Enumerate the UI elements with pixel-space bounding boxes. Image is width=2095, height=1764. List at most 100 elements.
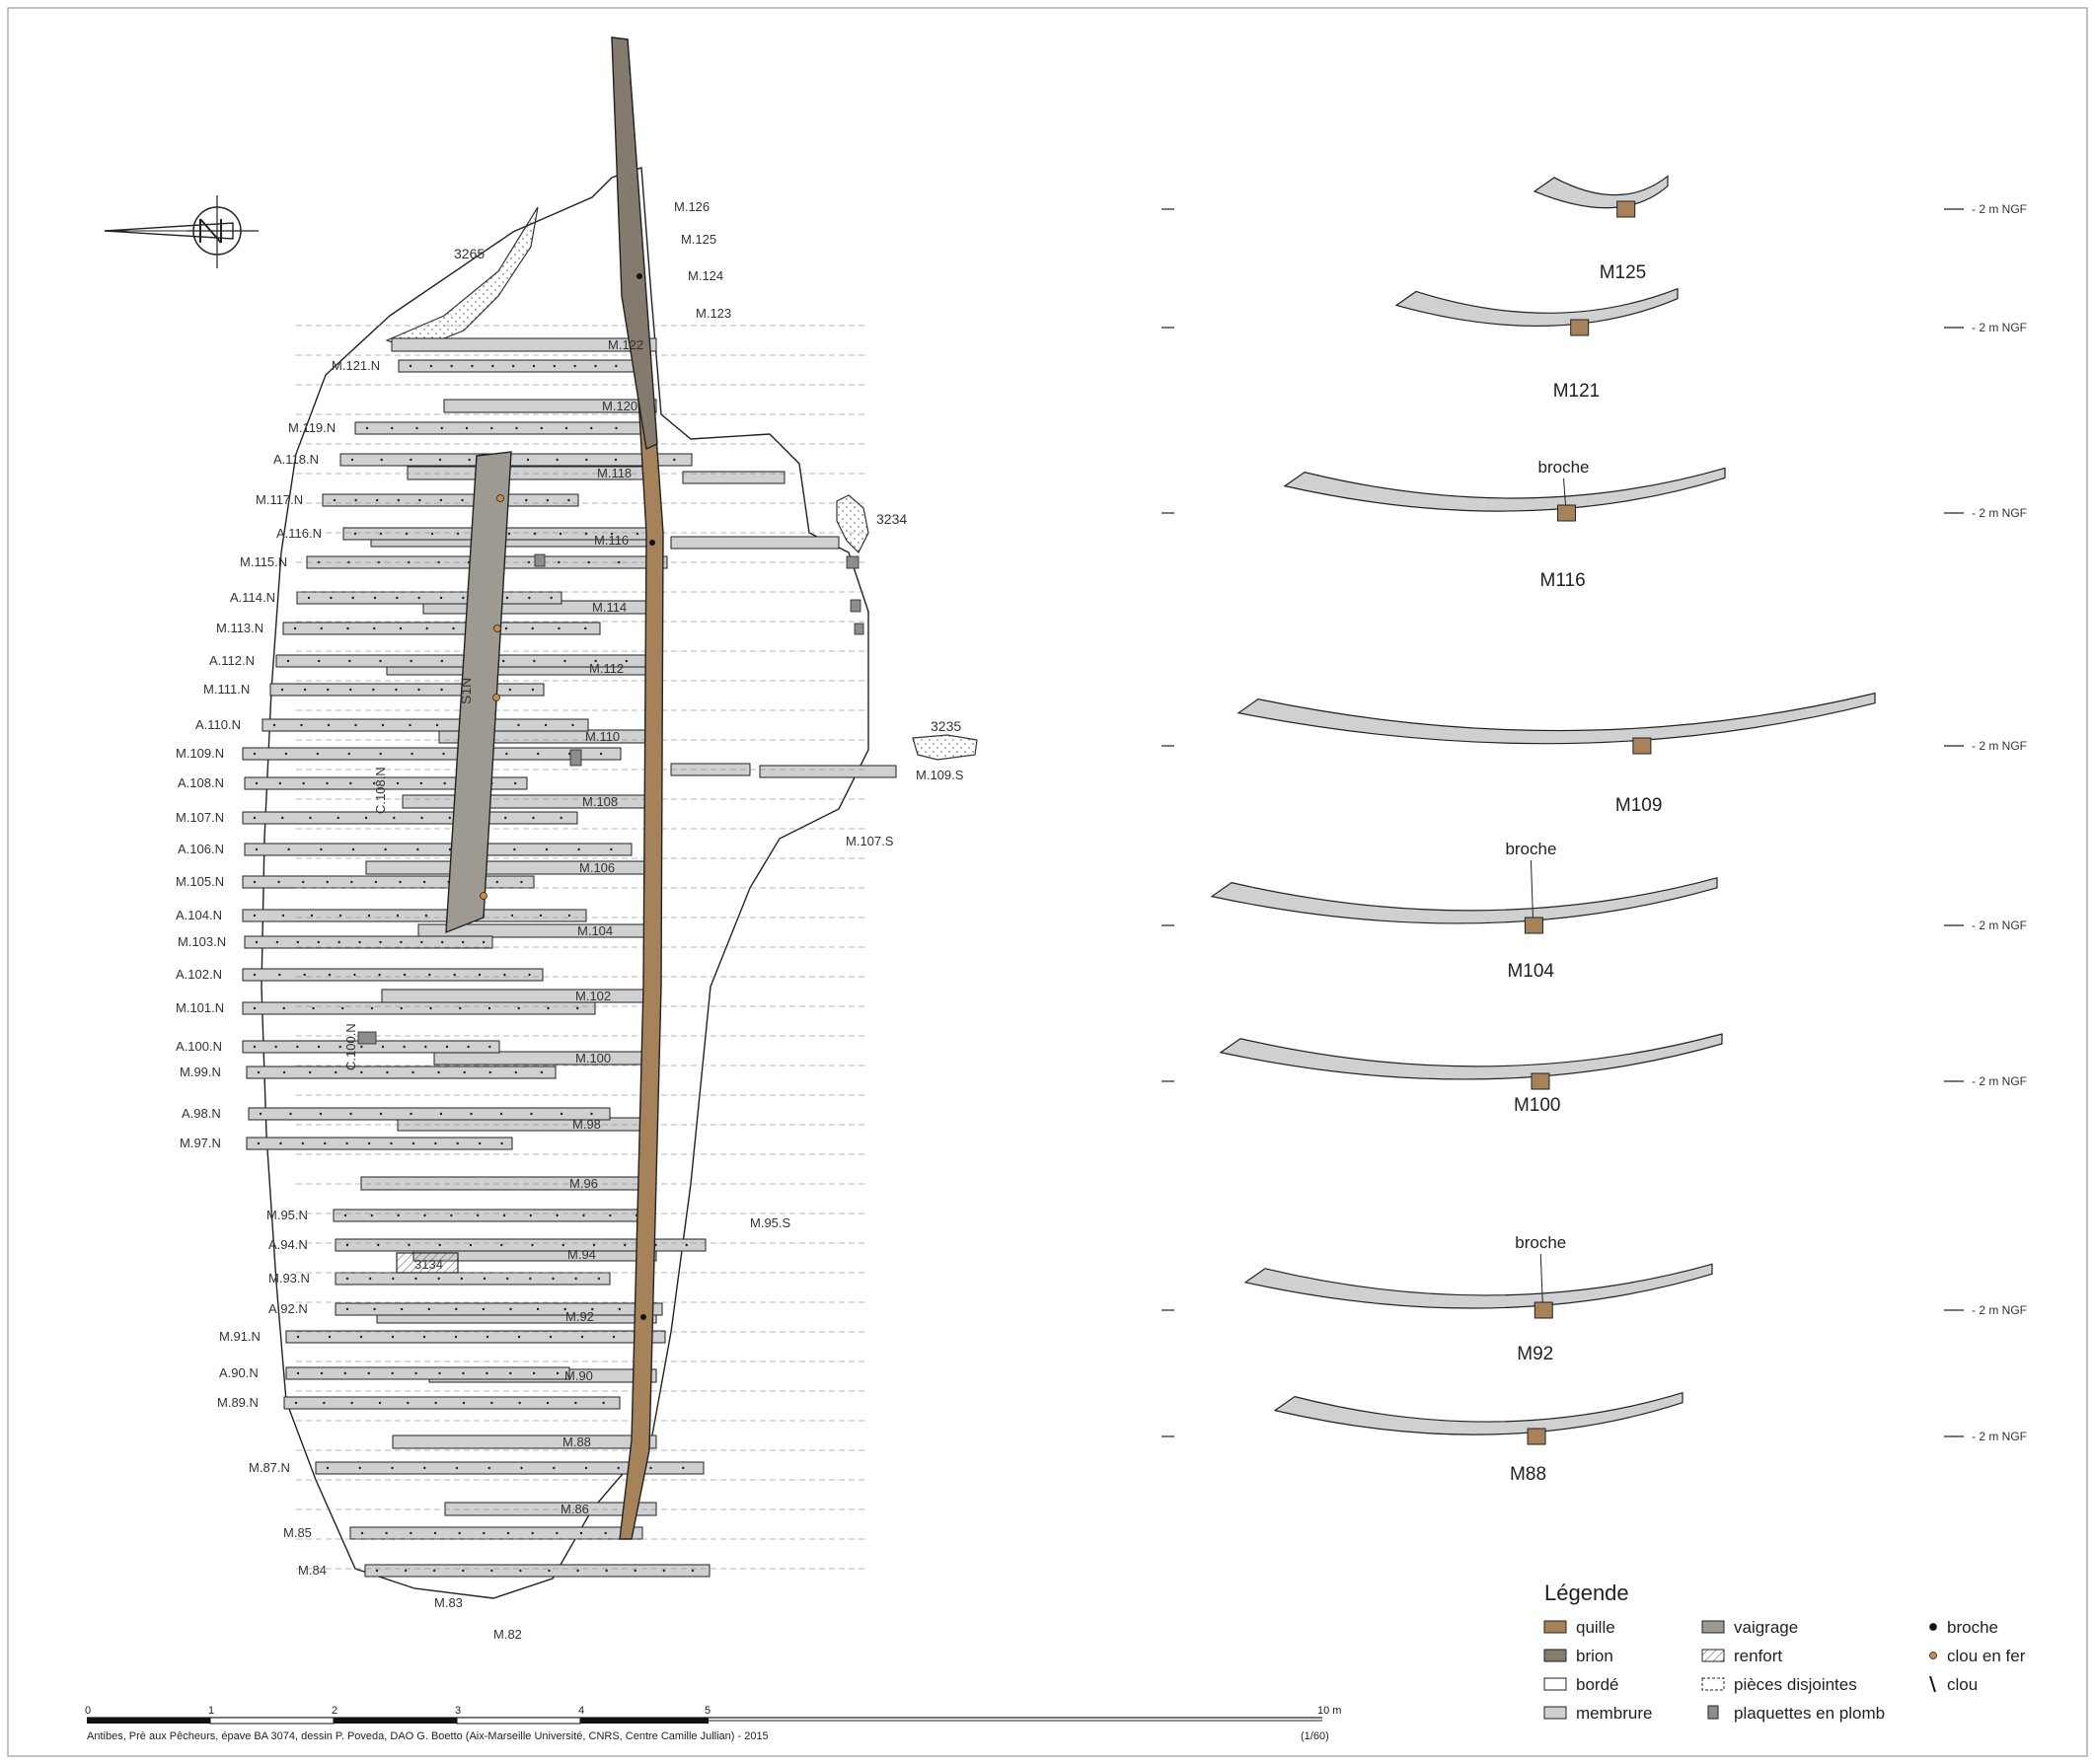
section-title: M125 xyxy=(1600,262,1647,283)
frame-piece xyxy=(333,1209,652,1222)
frame-piece xyxy=(283,1396,621,1410)
legend-item: plaquettes en plomb xyxy=(1707,1704,1885,1723)
north-frame-label: A.118.N xyxy=(273,452,319,467)
frame-piece xyxy=(242,747,622,761)
planking-lines xyxy=(296,325,868,1570)
frame-piece xyxy=(246,1137,513,1150)
section-M109: - 2 m NGF M109 xyxy=(1161,692,2027,816)
keel-frame-label: M.98 xyxy=(572,1117,601,1132)
broche-label: broche xyxy=(1505,840,1556,858)
legend-item: membrure xyxy=(1543,1704,1652,1723)
keel-frame-label: M.90 xyxy=(564,1368,593,1383)
frame-piece xyxy=(349,1526,643,1540)
broche-label: broche xyxy=(1538,458,1590,477)
section-keel xyxy=(1527,1428,1546,1445)
frame-piece xyxy=(242,968,544,982)
frame-piece xyxy=(354,421,655,435)
piece-label-c100: C.100.N xyxy=(343,1023,358,1070)
frame-piece xyxy=(248,1107,611,1121)
keel-frame-label: M.122 xyxy=(608,337,643,352)
plate-border xyxy=(7,7,2088,1757)
section-M125: - 2 m NGF M125 xyxy=(1161,175,2027,283)
ngf-level-label: - 2 m NGF xyxy=(1972,1303,2027,1317)
piece-label-c108: C.108.N xyxy=(373,767,388,814)
keel-frame-label: M.94 xyxy=(567,1247,596,1262)
section-keel xyxy=(1531,1072,1550,1090)
north-frame-label: M.109.N xyxy=(176,746,224,761)
section-M116: - 2 m NGF M116 broche xyxy=(1161,458,2027,591)
keel-frame-label: M.92 xyxy=(565,1309,594,1324)
north-arrow-icon xyxy=(104,195,259,268)
north-frame-label: M.97.N xyxy=(180,1136,221,1150)
section-M100: - 2 m NGF M100 xyxy=(1161,1033,2027,1116)
north-frame-label: A.110.N xyxy=(195,717,241,732)
legend-swatch xyxy=(1543,1620,1567,1634)
section-keel xyxy=(1632,737,1652,755)
figure-caption: Antibes, Prè aux Pêcheurs, épave BA 3074… xyxy=(87,1730,769,1742)
section-keel xyxy=(1534,1301,1553,1319)
keel-frame-label: M.110 xyxy=(585,729,620,744)
scale-tick-3: 3 xyxy=(455,1705,461,1717)
scale-tick-4: 4 xyxy=(578,1705,584,1717)
legend-label: bordé xyxy=(1576,1675,1618,1694)
cross-sections: - 2 m NGF M125 - 2 m NGF M121 - 2 m NGF M116 b… xyxy=(1161,175,2027,1485)
north-frame-label: A.108.N xyxy=(178,775,224,790)
scale-tick-2: 2 xyxy=(332,1705,337,1717)
legend-item: vaigrage xyxy=(1701,1618,1798,1637)
section-profile xyxy=(1219,1033,1723,1080)
north-frame-label: M.95.N xyxy=(266,1208,308,1222)
frame-piece xyxy=(335,1238,707,1252)
section-profile xyxy=(1210,877,1718,924)
keel-frame-label: M.83 xyxy=(434,1595,463,1610)
north-frame-label: M.87.N xyxy=(249,1460,290,1475)
feature-label-3234: 3234 xyxy=(876,511,907,527)
legend-item: pièces disjointes xyxy=(1701,1675,1857,1694)
frame-piece xyxy=(244,843,633,856)
north-frame-label: M.121.N xyxy=(332,358,380,373)
keel-frame-label: M.120 xyxy=(602,399,637,413)
scale-tick-10: 10 m xyxy=(1317,1705,1341,1717)
legend-item: bordé xyxy=(1543,1675,1618,1694)
legend-label: broche xyxy=(1947,1618,1998,1637)
frame-piece xyxy=(242,1001,596,1015)
section-title: M116 xyxy=(1540,570,1586,591)
frame-piece xyxy=(242,909,587,922)
north-frame-label: A.94.N xyxy=(268,1237,308,1252)
stringer-s1n xyxy=(445,451,512,934)
legend-label: plaquettes en plomb xyxy=(1734,1704,1885,1723)
legend-swatch xyxy=(1929,1675,1936,1693)
frame-piece xyxy=(339,453,693,467)
keel-frame-label: M.96 xyxy=(569,1176,598,1191)
legend-swatch xyxy=(1543,1677,1567,1691)
feature-3235 xyxy=(912,734,978,761)
legend: Légende quille brion bordé membrure vaigrage… xyxy=(1543,1580,2026,1723)
section-profile xyxy=(1394,287,1679,327)
section-M104: - 2 m NGF M104 broche xyxy=(1161,840,2027,982)
keel-frame-label: M.114 xyxy=(592,600,627,615)
keel-frame-label: M.112 xyxy=(589,661,624,676)
section-profile xyxy=(1273,1391,1683,1435)
north-frame-label: A.90.N xyxy=(219,1365,259,1380)
north-frame-label: M.103.N xyxy=(178,934,226,949)
keel-frame-label: M.125 xyxy=(681,232,716,247)
scale-tick-0: 0 xyxy=(85,1705,91,1717)
section-title: M121 xyxy=(1553,381,1601,402)
north-frame-label: A.100.N xyxy=(176,1039,222,1054)
scale-tick-5: 5 xyxy=(705,1705,711,1717)
frame-piece xyxy=(242,811,578,825)
north-frame-label: M.101.N xyxy=(176,1000,224,1015)
legend-label: quille xyxy=(1576,1618,1615,1637)
scale-bar: 0 1 2 3 4 5 10 m Antibes, Prè aux Pêcheu… xyxy=(85,1705,1341,1742)
frame-piece xyxy=(402,794,657,809)
frame-piece xyxy=(285,1330,666,1344)
south-frame-label: M.95.S xyxy=(750,1215,791,1230)
section-keel xyxy=(1524,917,1543,934)
legend-swatch xyxy=(1929,1623,1937,1631)
ngf-level-label: - 2 m NGF xyxy=(1972,321,2027,334)
keel-frame-label: M.126 xyxy=(674,199,710,214)
frame-piece xyxy=(391,337,657,352)
north-frame-label: M.105.N xyxy=(176,874,224,889)
legend-label: clou xyxy=(1947,1675,1978,1694)
keel-frame-label: M.124 xyxy=(688,268,723,283)
plan-labels: M.126 M.125 M.124 M.123 M.122 M.120 M.118 M.116… xyxy=(176,199,964,1642)
